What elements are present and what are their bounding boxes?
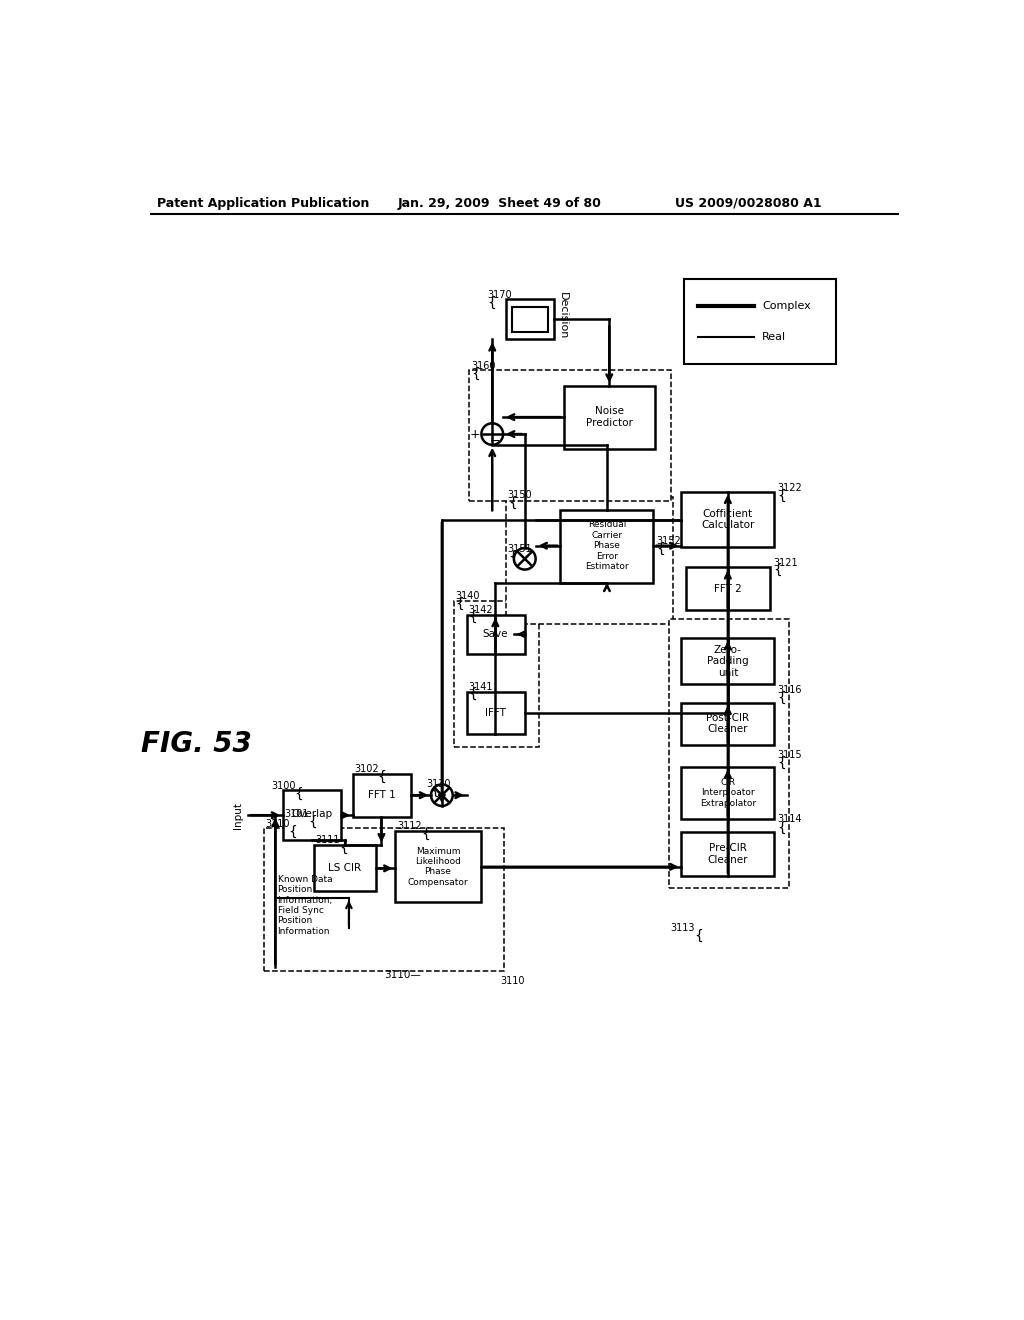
Text: Complex: Complex — [762, 301, 811, 312]
FancyBboxPatch shape — [686, 568, 770, 610]
Text: 3140: 3140 — [455, 591, 479, 601]
Text: 3101: 3101 — [285, 809, 309, 820]
FancyBboxPatch shape — [560, 510, 653, 582]
Text: {: { — [656, 541, 666, 556]
Text: 3150: 3150 — [508, 490, 532, 500]
FancyBboxPatch shape — [506, 300, 554, 339]
Text: 3152: 3152 — [656, 536, 681, 546]
Text: 3110: 3110 — [500, 975, 524, 986]
Text: Maximum
Likelihood
Phase
Compensator: Maximum Likelihood Phase Compensator — [408, 846, 468, 887]
Text: 3160: 3160 — [471, 362, 496, 371]
FancyBboxPatch shape — [681, 638, 774, 684]
FancyBboxPatch shape — [512, 308, 548, 331]
Text: {: { — [295, 787, 303, 801]
Text: {: { — [455, 597, 464, 610]
Text: 3113: 3113 — [671, 924, 695, 933]
Text: 3170: 3170 — [487, 289, 512, 300]
Text: 3142: 3142 — [468, 605, 493, 615]
Text: CIR
Interploator
Extrapolator: CIR Interploator Extrapolator — [699, 777, 756, 808]
Text: Cofficient
Calculator: Cofficient Calculator — [701, 508, 755, 531]
Text: 3121: 3121 — [773, 557, 798, 568]
FancyBboxPatch shape — [681, 492, 774, 548]
Text: {: { — [777, 821, 786, 836]
Text: 3111: 3111 — [315, 834, 340, 845]
Text: 3151: 3151 — [508, 544, 532, 554]
Text: {: { — [508, 495, 517, 510]
Text: Patent Application Publication: Patent Application Publication — [158, 197, 370, 210]
Text: Save: Save — [482, 630, 508, 639]
Text: IFFT: IFFT — [485, 708, 506, 718]
Text: {: { — [339, 841, 348, 854]
Text: {: { — [468, 688, 477, 701]
Text: {: { — [308, 816, 316, 829]
FancyBboxPatch shape — [681, 767, 774, 818]
Text: Zero-
Padding
unit: Zero- Padding unit — [707, 644, 749, 677]
FancyBboxPatch shape — [283, 789, 341, 840]
FancyBboxPatch shape — [681, 702, 774, 744]
Text: +: + — [470, 428, 480, 441]
Text: US 2009/0028080 A1: US 2009/0028080 A1 — [675, 197, 821, 210]
Text: 3114: 3114 — [777, 814, 802, 824]
FancyBboxPatch shape — [263, 829, 504, 970]
Text: 3110—: 3110— — [384, 970, 421, 979]
Text: {: { — [378, 770, 386, 784]
Text: {: { — [693, 929, 702, 942]
FancyBboxPatch shape — [314, 845, 376, 891]
Text: LS CIR: LS CIR — [329, 863, 361, 874]
Text: {: { — [777, 690, 786, 705]
Text: {: { — [289, 825, 297, 840]
FancyBboxPatch shape — [454, 601, 539, 747]
Text: {: { — [777, 756, 786, 770]
Text: {: { — [430, 784, 439, 799]
FancyBboxPatch shape — [352, 775, 411, 817]
FancyBboxPatch shape — [467, 692, 524, 734]
Text: Known Data
Position
Information,
Field Sync
Position
Information: Known Data Position Information, Field S… — [278, 875, 333, 936]
Text: {: { — [508, 549, 517, 564]
FancyBboxPatch shape — [469, 370, 671, 502]
Text: {: { — [777, 488, 786, 503]
Text: 3116: 3116 — [777, 685, 802, 694]
Text: −: − — [490, 436, 501, 449]
FancyBboxPatch shape — [506, 498, 673, 624]
Text: {: { — [471, 367, 480, 381]
Text: {: { — [421, 826, 430, 841]
Text: 3141: 3141 — [468, 681, 493, 692]
Text: Post-CIR
Cleaner: Post-CIR Cleaner — [707, 713, 750, 734]
Text: Pre-CIR
Cleaner: Pre-CIR Cleaner — [708, 843, 749, 865]
Text: Real: Real — [762, 333, 786, 342]
Text: {: { — [773, 564, 782, 577]
Text: FIG. 53: FIG. 53 — [141, 730, 252, 758]
Text: Residual
Carrier
Phase
Error
Estimator: Residual Carrier Phase Error Estimator — [585, 520, 629, 572]
Text: FFT 2: FFT 2 — [714, 583, 741, 594]
Text: Overlap: Overlap — [291, 809, 332, 820]
Text: Noise
Predictor: Noise Predictor — [586, 407, 633, 428]
FancyBboxPatch shape — [563, 385, 655, 449]
FancyBboxPatch shape — [684, 280, 836, 364]
FancyBboxPatch shape — [395, 832, 480, 903]
Text: 3130: 3130 — [426, 779, 451, 788]
Text: {: { — [468, 610, 477, 624]
Text: 3102: 3102 — [354, 764, 379, 774]
Text: 3112: 3112 — [397, 821, 422, 832]
Text: {: { — [487, 296, 497, 309]
Text: Decision: Decision — [558, 292, 568, 339]
Text: Input: Input — [232, 801, 243, 829]
Text: 3115: 3115 — [777, 750, 802, 760]
FancyBboxPatch shape — [681, 832, 774, 876]
FancyBboxPatch shape — [467, 615, 524, 653]
FancyBboxPatch shape — [669, 619, 790, 888]
Text: 3122: 3122 — [777, 483, 802, 492]
Text: Jan. 29, 2009  Sheet 49 of 80: Jan. 29, 2009 Sheet 49 of 80 — [398, 197, 602, 210]
Text: 3100: 3100 — [271, 781, 296, 791]
Text: FFT 1: FFT 1 — [368, 791, 395, 800]
Text: 3110: 3110 — [265, 820, 290, 829]
